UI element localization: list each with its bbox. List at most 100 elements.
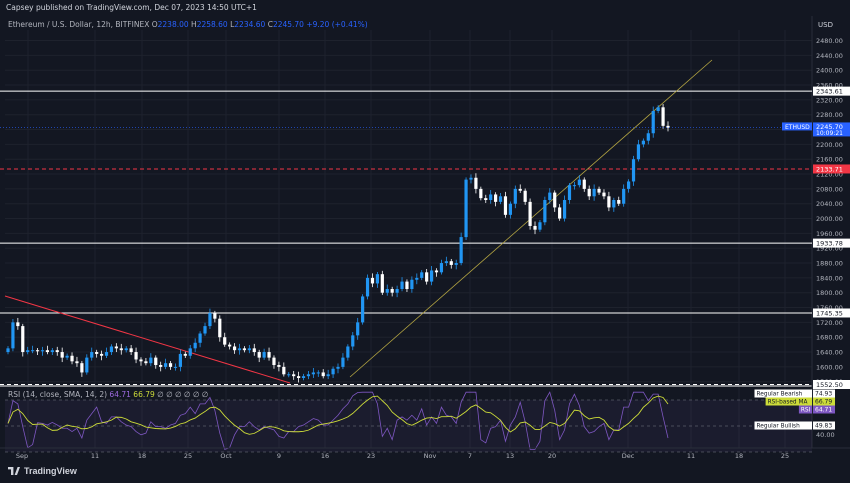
candle-body	[602, 192, 606, 197]
candle-body	[99, 353, 104, 356]
candle-body	[410, 279, 414, 290]
candle-body	[21, 326, 25, 353]
candle-body	[296, 376, 301, 379]
time-tick-label: 23	[367, 452, 375, 460]
price-tick-label: 1960.00	[816, 230, 843, 238]
price-tick-label: 1920.00	[816, 245, 843, 253]
candle-body	[321, 372, 325, 377]
candle-body	[548, 192, 552, 201]
price-tick-label: 2280.00	[816, 111, 843, 119]
candle-body	[306, 374, 311, 377]
candle-body	[494, 194, 498, 202]
time-tick-label: 18	[735, 452, 743, 460]
rsi-ma-line	[7, 395, 669, 435]
candle-body	[232, 346, 237, 351]
time-tick-label: 20	[548, 452, 556, 460]
candle-body	[237, 348, 242, 351]
candle-body	[316, 372, 320, 374]
candle-body	[395, 289, 399, 293]
candle-body	[385, 289, 389, 293]
candle-body	[449, 261, 453, 265]
candle-body	[119, 348, 123, 351]
candle-body	[489, 194, 493, 201]
candle-body	[365, 277, 370, 297]
rsi-extra: ∅ ∅ ∅ ∅ ∅ ∅	[157, 390, 209, 399]
candle-body	[533, 225, 537, 230]
candle-body	[577, 179, 581, 186]
level-tag-label: 2133.71	[816, 165, 843, 173]
candle-body	[370, 277, 375, 284]
price-tick-label: 1880.00	[816, 260, 843, 268]
symbol-tag	[782, 122, 812, 131]
price-tick-label: 2040.00	[816, 200, 843, 208]
time-tick-label: 18	[138, 452, 146, 460]
tradingview-logo: TradingView	[8, 466, 77, 476]
rsi-name-tag	[754, 421, 812, 430]
candle-body	[154, 357, 158, 366]
candle-body	[16, 322, 20, 327]
level-tag	[813, 308, 850, 318]
candle-body	[35, 350, 40, 352]
price-tick-label: 1800.00	[816, 289, 843, 297]
candle-body	[31, 350, 35, 352]
rsi-line	[7, 391, 669, 450]
candle-body	[474, 177, 478, 189]
candle-body	[228, 344, 232, 347]
candle-body	[646, 133, 650, 141]
time-axis: Sep 11 18 25 Oct 9 16 23 Nov 7 13 20 Dec 11 18 25	[16, 452, 789, 460]
candle-body	[558, 207, 562, 219]
candle-body	[109, 346, 114, 353]
price-tick-label: 1760.00	[816, 304, 843, 312]
candle-body	[592, 188, 596, 197]
candle-body	[40, 350, 45, 352]
level-tag-label: 1933.78	[816, 240, 843, 248]
level-tag	[813, 238, 850, 248]
candle-body	[631, 159, 636, 182]
price-tick-label: 2480.00	[816, 37, 843, 45]
candle-body	[311, 372, 315, 375]
level-tag-label: 1745.35	[816, 309, 843, 317]
price-chart[interactable]: 2480.00 2440.00 2400.00 2360.00 2320.00 2280.…	[0, 16, 850, 483]
candle-body	[252, 348, 256, 353]
currency-label[interactable]: USD	[818, 21, 833, 29]
candle-body	[656, 107, 660, 112]
price-tag	[813, 122, 850, 137]
candle-body	[104, 352, 109, 356]
time-tick-label: Nov	[424, 452, 437, 460]
rsi-value-tag	[813, 421, 835, 430]
candle-body	[70, 355, 74, 362]
candle-body	[464, 179, 468, 238]
price-tick-label: 2320.00	[816, 96, 843, 104]
candle-body	[503, 196, 508, 215]
candle-body	[459, 237, 463, 264]
candle-body	[498, 196, 503, 202]
price-tick-label: 2120.00	[816, 171, 843, 179]
candle-body	[218, 318, 222, 338]
candles	[6, 103, 670, 383]
publish-bar: Capsey published on TradingView.com, Dec…	[0, 0, 850, 16]
close-value: 2245.70	[272, 20, 304, 29]
rsi-tick-label: 40.00	[816, 431, 835, 439]
candle-body	[666, 125, 670, 128]
candle-body	[60, 352, 64, 358]
candle-body	[242, 348, 247, 351]
candle-body	[45, 350, 50, 353]
price-tick-label: 2400.00	[816, 67, 843, 75]
candle-body	[193, 342, 197, 349]
candle-body	[661, 107, 665, 126]
price-axis: 2480.00 2440.00 2400.00 2360.00 2320.00 2280.…	[816, 37, 843, 386]
rsi-value-tag	[813, 397, 835, 406]
time-tick-label: Dec	[622, 452, 635, 460]
candle-body	[287, 374, 291, 376]
candle-body	[651, 111, 655, 134]
price-tick-label: 2200.00	[816, 141, 843, 149]
candle-body	[429, 270, 434, 282]
candle-body	[292, 374, 296, 377]
rsi-name-tag	[754, 389, 812, 398]
rsi-name-tag	[798, 405, 812, 414]
candle-body	[439, 263, 444, 273]
candle-body	[543, 200, 547, 223]
candle-body	[361, 296, 365, 323]
candle-body	[390, 289, 394, 293]
